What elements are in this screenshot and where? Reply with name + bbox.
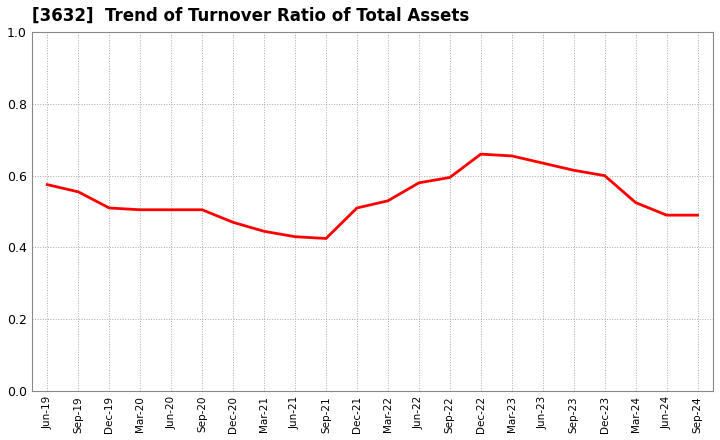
Text: [3632]  Trend of Turnover Ratio of Total Assets: [3632] Trend of Turnover Ratio of Total … [32,7,469,25]
